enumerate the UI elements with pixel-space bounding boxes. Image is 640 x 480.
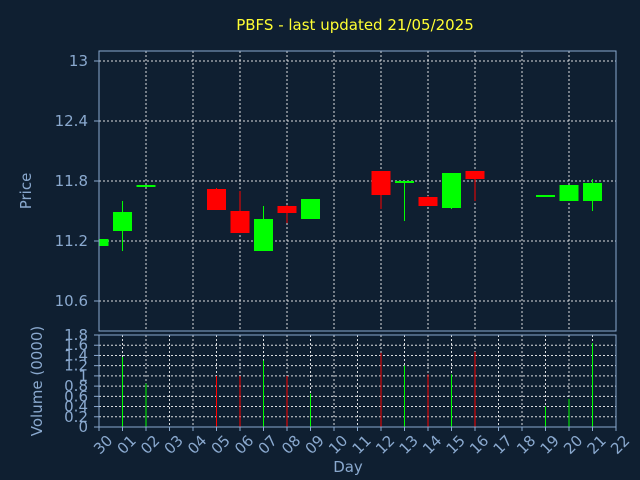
candle-body <box>465 171 485 179</box>
candle-body <box>371 171 391 195</box>
candle-body <box>254 219 273 251</box>
candle-body <box>536 195 555 197</box>
price-candles <box>98 171 602 251</box>
price-tick-label: 11.8 <box>55 172 88 190</box>
x-tick-label: 21 <box>584 432 610 458</box>
x-tick-label: 05 <box>208 432 234 458</box>
price-tick-label: 12.4 <box>55 112 88 130</box>
candle-body <box>395 181 414 183</box>
candle-body <box>442 173 461 208</box>
x-tick-label: 19 <box>537 432 563 458</box>
x-tick-label: 20 <box>560 432 586 458</box>
x-tick-label: 14 <box>419 432 445 458</box>
volume-tick-label: 1.4 <box>64 346 88 364</box>
volume-tick-label: 0.4 <box>64 398 88 416</box>
price-tick-label: 13 <box>69 52 88 70</box>
x-tick-label: 13 <box>396 432 422 458</box>
volume-tick-label: 1.6 <box>64 336 88 354</box>
price-y-label: Price <box>17 173 35 210</box>
volume-y-label: Volume (0000) <box>28 326 46 436</box>
x-axis-label: Day <box>333 458 363 476</box>
volume-bars <box>122 343 593 427</box>
volume-tick-label: 1.8 <box>64 326 88 344</box>
volume-tick-label: 1 <box>78 367 88 385</box>
candle-body <box>230 211 250 233</box>
price-tick-label: 11.2 <box>55 232 88 250</box>
x-tick-label: 08 <box>278 432 304 458</box>
price-tick-label: 10.6 <box>55 292 88 310</box>
candle-body <box>583 183 602 201</box>
x-tick-label: 09 <box>302 432 328 458</box>
x-tick-label: 01 <box>114 432 140 458</box>
x-tick-label: 11 <box>349 432 375 458</box>
x-tick-label: 10 <box>325 432 351 458</box>
volume-panel: 1.81.61.41.210.80.60.40.20 3001020304050… <box>28 326 633 476</box>
x-tick-label: 12 <box>372 432 398 458</box>
candle-body <box>113 212 132 231</box>
volume-x-ticks: 3001020304050607080910111213141516171819… <box>90 427 633 458</box>
candle-body <box>136 185 156 187</box>
price-frame <box>98 50 617 332</box>
candle-body <box>207 189 226 210</box>
volume-grid <box>99 335 616 427</box>
x-tick-label: 04 <box>184 432 210 458</box>
x-tick-label: 06 <box>231 432 257 458</box>
x-tick-label: 17 <box>490 432 516 458</box>
price-panel: 13 12.4 11.8 11.2 10.6 Price <box>17 50 617 332</box>
price-y-ticks: 13 12.4 11.8 11.2 10.6 <box>55 52 99 310</box>
x-tick-label: 07 <box>255 432 281 458</box>
candle-body <box>99 239 109 246</box>
candle-body <box>418 197 438 206</box>
x-tick-label: 22 <box>607 432 633 458</box>
x-tick-label: 16 <box>466 432 492 458</box>
volume-tick-label: 1.2 <box>64 357 88 375</box>
x-tick-label: 03 <box>161 432 187 458</box>
chart-title: PBFS - last updated 21/05/2025 <box>236 16 474 34</box>
x-tick-label: 18 <box>513 432 539 458</box>
x-tick-label: 02 <box>137 432 163 458</box>
volume-tick-label: 0 <box>78 418 88 436</box>
volume-tick-label: 0.8 <box>64 377 88 395</box>
volume-tick-label: 0.2 <box>64 408 88 426</box>
volume-y-ticks: 1.81.61.41.210.80.60.40.20 <box>64 326 99 436</box>
candle-body <box>301 199 320 219</box>
candle-body <box>277 206 297 213</box>
price-grid <box>99 51 616 331</box>
volume-tick-label: 0.6 <box>64 387 88 405</box>
x-tick-label: 15 <box>443 432 469 458</box>
candle-body <box>559 185 579 201</box>
x-tick-label: 30 <box>90 432 116 458</box>
